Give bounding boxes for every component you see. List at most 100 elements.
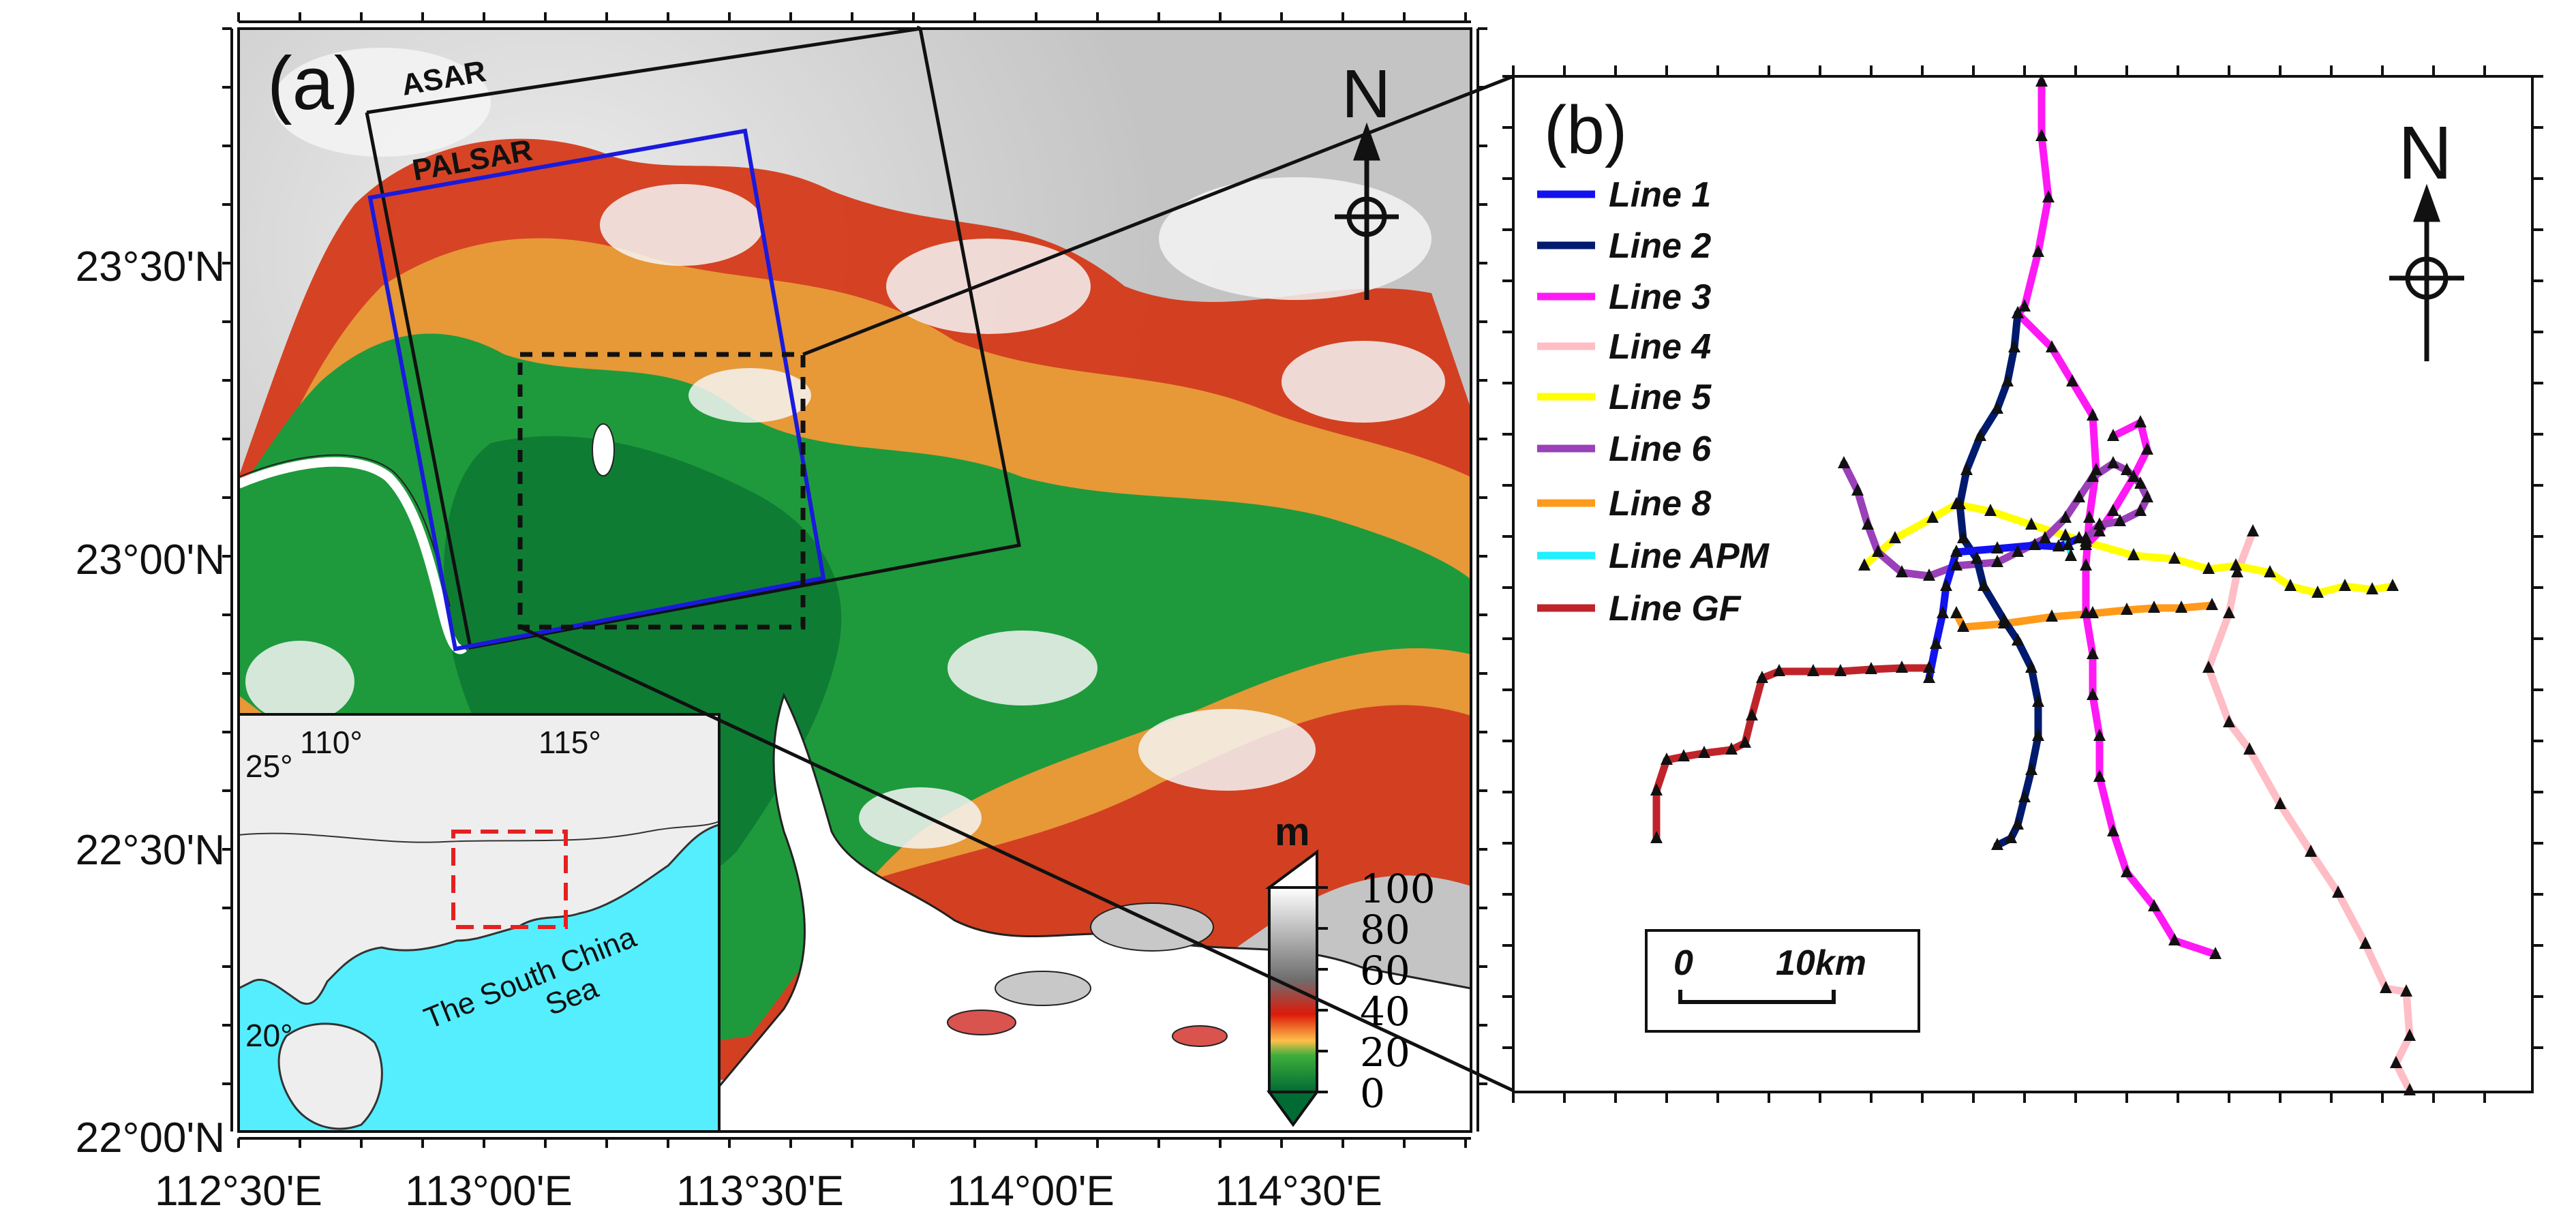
colorbar-tick-60: 60 [1360, 947, 1410, 994]
station-marker [1923, 568, 1935, 581]
station-marker [1991, 541, 2003, 553]
legend-entry-line-apm: Line APM [1537, 536, 1770, 576]
legend-entry-line-gf: Line GF [1537, 589, 1742, 628]
station-marker [2012, 633, 2024, 646]
scale-bar-line [1678, 990, 1836, 1004]
inset-land [239, 714, 719, 1005]
x-tick-114-00: 114°00'E [947, 1168, 1115, 1215]
station-marker [1858, 558, 1870, 571]
scale-bar-distance: 10km [1776, 943, 1866, 983]
station-marker [2001, 374, 2014, 386]
study-area-box [517, 352, 806, 630]
station-marker [2274, 797, 2286, 809]
station-marker [2012, 545, 2024, 557]
station-marker [2390, 1056, 2402, 1068]
station-marker [2005, 831, 2017, 843]
station-marker [1739, 735, 1751, 748]
colorbar-ticks [1317, 886, 1328, 1093]
station-marker [2209, 947, 2222, 959]
station-marker [2148, 601, 2160, 613]
inset-frame [237, 713, 721, 1133]
station-marker [2025, 517, 2037, 530]
y-tick-22-00: 22°00'N [76, 1114, 225, 1162]
station-marker [2284, 579, 2297, 591]
station-marker [2168, 933, 2181, 945]
station-marker [2080, 606, 2092, 618]
station-marker [1974, 429, 1986, 441]
panel-a-frame-ticks [230, 20, 1479, 1140]
colorbar-unit: m [1275, 810, 1310, 854]
station-marker [1773, 664, 1785, 676]
station-marker [2018, 790, 2031, 802]
station-marker [1957, 531, 1969, 543]
station-marker [2359, 937, 2372, 949]
colorbar-tick-0: 0 [1360, 1070, 1385, 1117]
station-marker [2134, 504, 2147, 516]
station-marker [1923, 661, 1935, 673]
station-marker [2080, 558, 2092, 571]
station-marker [1838, 456, 1850, 468]
station-marker [2148, 899, 2160, 911]
station-marker [1940, 579, 1952, 591]
station-marker [2404, 1083, 2416, 1095]
station-marker [2230, 558, 2242, 571]
station-marker [2073, 531, 2085, 543]
station-marker [2243, 742, 2256, 755]
inset-map: 110° 115° 25° 20° The South China Sea [237, 713, 721, 1133]
station-marker [2093, 517, 2106, 530]
station-marker [2141, 442, 2153, 455]
station-marker [2029, 538, 2041, 550]
legend-label-line-1: Line 1 [1609, 175, 1711, 215]
station-marker [2114, 514, 2126, 526]
panel-a-label: (a) [267, 42, 359, 125]
station-marker [1957, 620, 1969, 632]
legend-entry-line-1: Line 1 [1537, 175, 1711, 215]
station-marker [1865, 662, 1877, 674]
station-marker [2087, 688, 2099, 700]
station-marker [2073, 490, 2085, 502]
station-marker [2305, 845, 2317, 857]
panel-a-y-axis: 23°30'N 23°00'N 22°30'N 22°00'N [76, 243, 225, 1162]
y-tick-23-30: 23°30'N [76, 243, 225, 290]
station-marker [2066, 374, 2078, 386]
inset-lon-110: 110° [300, 725, 363, 760]
scale-bar-box [1645, 929, 1920, 1033]
station-marker [2062, 538, 2074, 550]
station-marker [1998, 613, 2010, 625]
y-tick-22-30: 22°30'N [76, 827, 225, 874]
inset-lon-115: 115° [539, 725, 601, 760]
y-tick-23-00: 23°00'N [76, 536, 225, 583]
inset-lat-25: 25° [245, 748, 293, 784]
zoom-connector-bottom [519, 625, 1515, 1093]
station-marker [2093, 524, 2106, 536]
station-marker [2032, 245, 2044, 257]
colorbar-bottom-triangle [1267, 1091, 1320, 1127]
station-marker [2366, 582, 2378, 594]
station-marker [1991, 555, 2003, 567]
x-tick-113-30: 113°30'E [676, 1168, 844, 1215]
station-marker [1923, 671, 1935, 683]
station-marker [2264, 565, 2276, 577]
legend-entry-line-6: Line 6 [1537, 429, 1712, 469]
station-marker [1851, 483, 1864, 496]
inset-study-region-box [451, 830, 568, 929]
station-marker [2018, 299, 2031, 312]
station-marker [2127, 470, 2140, 482]
colorbar: m 100 80 60 40 20 0 [1264, 810, 1436, 1127]
station-marker [2087, 408, 2099, 421]
legend-label-line-3: Line 3 [1609, 277, 1711, 317]
metro-legend: Line 1 Line 2 Line 3 Line 4 Line 5 Line … [1537, 175, 1770, 628]
station-marker [1960, 463, 1973, 475]
legend-label-line-6: Line 6 [1609, 429, 1712, 469]
legend-label-line-apm: Line APM [1609, 536, 1770, 576]
station-marker [2223, 606, 2235, 618]
station-marker [2332, 885, 2344, 898]
station-marker [1926, 511, 1939, 523]
station-marker [2035, 74, 2048, 87]
station-marker [1746, 708, 1758, 720]
panel-a-x-axis: 112°30'E 113°00'E 113°30'E 114°00'E 114°… [155, 1168, 1382, 1215]
legend-label-line-4: Line 4 [1609, 327, 1711, 367]
station-marker [1984, 504, 1997, 516]
station-marker [2008, 340, 2020, 352]
